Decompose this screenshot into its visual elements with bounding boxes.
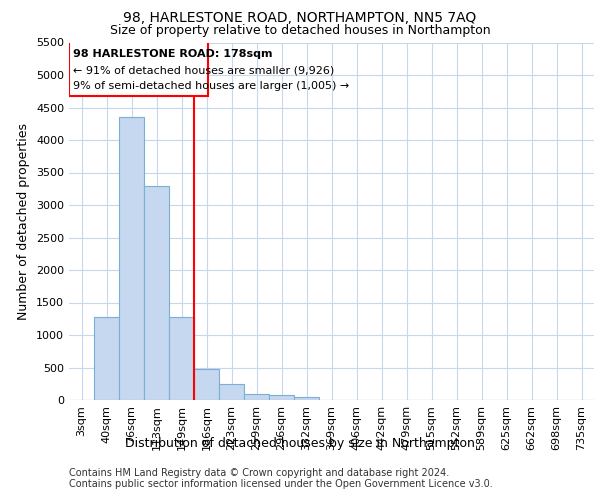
Bar: [244, 394, 269, 400]
Bar: [219, 384, 244, 400]
Bar: [294, 397, 319, 400]
Bar: [144, 186, 169, 400]
Bar: [169, 317, 194, 400]
Text: 98 HARLESTONE ROAD: 178sqm: 98 HARLESTONE ROAD: 178sqm: [73, 49, 272, 59]
Text: ← 91% of detached houses are smaller (9,926): ← 91% of detached houses are smaller (9,…: [73, 65, 334, 75]
Text: 98, HARLESTONE ROAD, NORTHAMPTON, NN5 7AQ: 98, HARLESTONE ROAD, NORTHAMPTON, NN5 7A…: [124, 12, 476, 26]
Bar: [194, 369, 219, 400]
Y-axis label: Number of detached properties: Number of detached properties: [17, 122, 31, 320]
Text: Size of property relative to detached houses in Northampton: Size of property relative to detached ho…: [110, 24, 490, 37]
Bar: [69, 40, 208, 96]
Bar: [94, 317, 119, 400]
Text: Contains HM Land Registry data © Crown copyright and database right 2024.: Contains HM Land Registry data © Crown c…: [69, 468, 449, 477]
Text: Distribution of detached houses by size in Northampton: Distribution of detached houses by size …: [125, 438, 475, 450]
Text: 9% of semi-detached houses are larger (1,005) →: 9% of semi-detached houses are larger (1…: [73, 81, 349, 91]
Bar: [119, 117, 144, 400]
Bar: [269, 396, 294, 400]
Text: Contains public sector information licensed under the Open Government Licence v3: Contains public sector information licen…: [69, 479, 493, 489]
